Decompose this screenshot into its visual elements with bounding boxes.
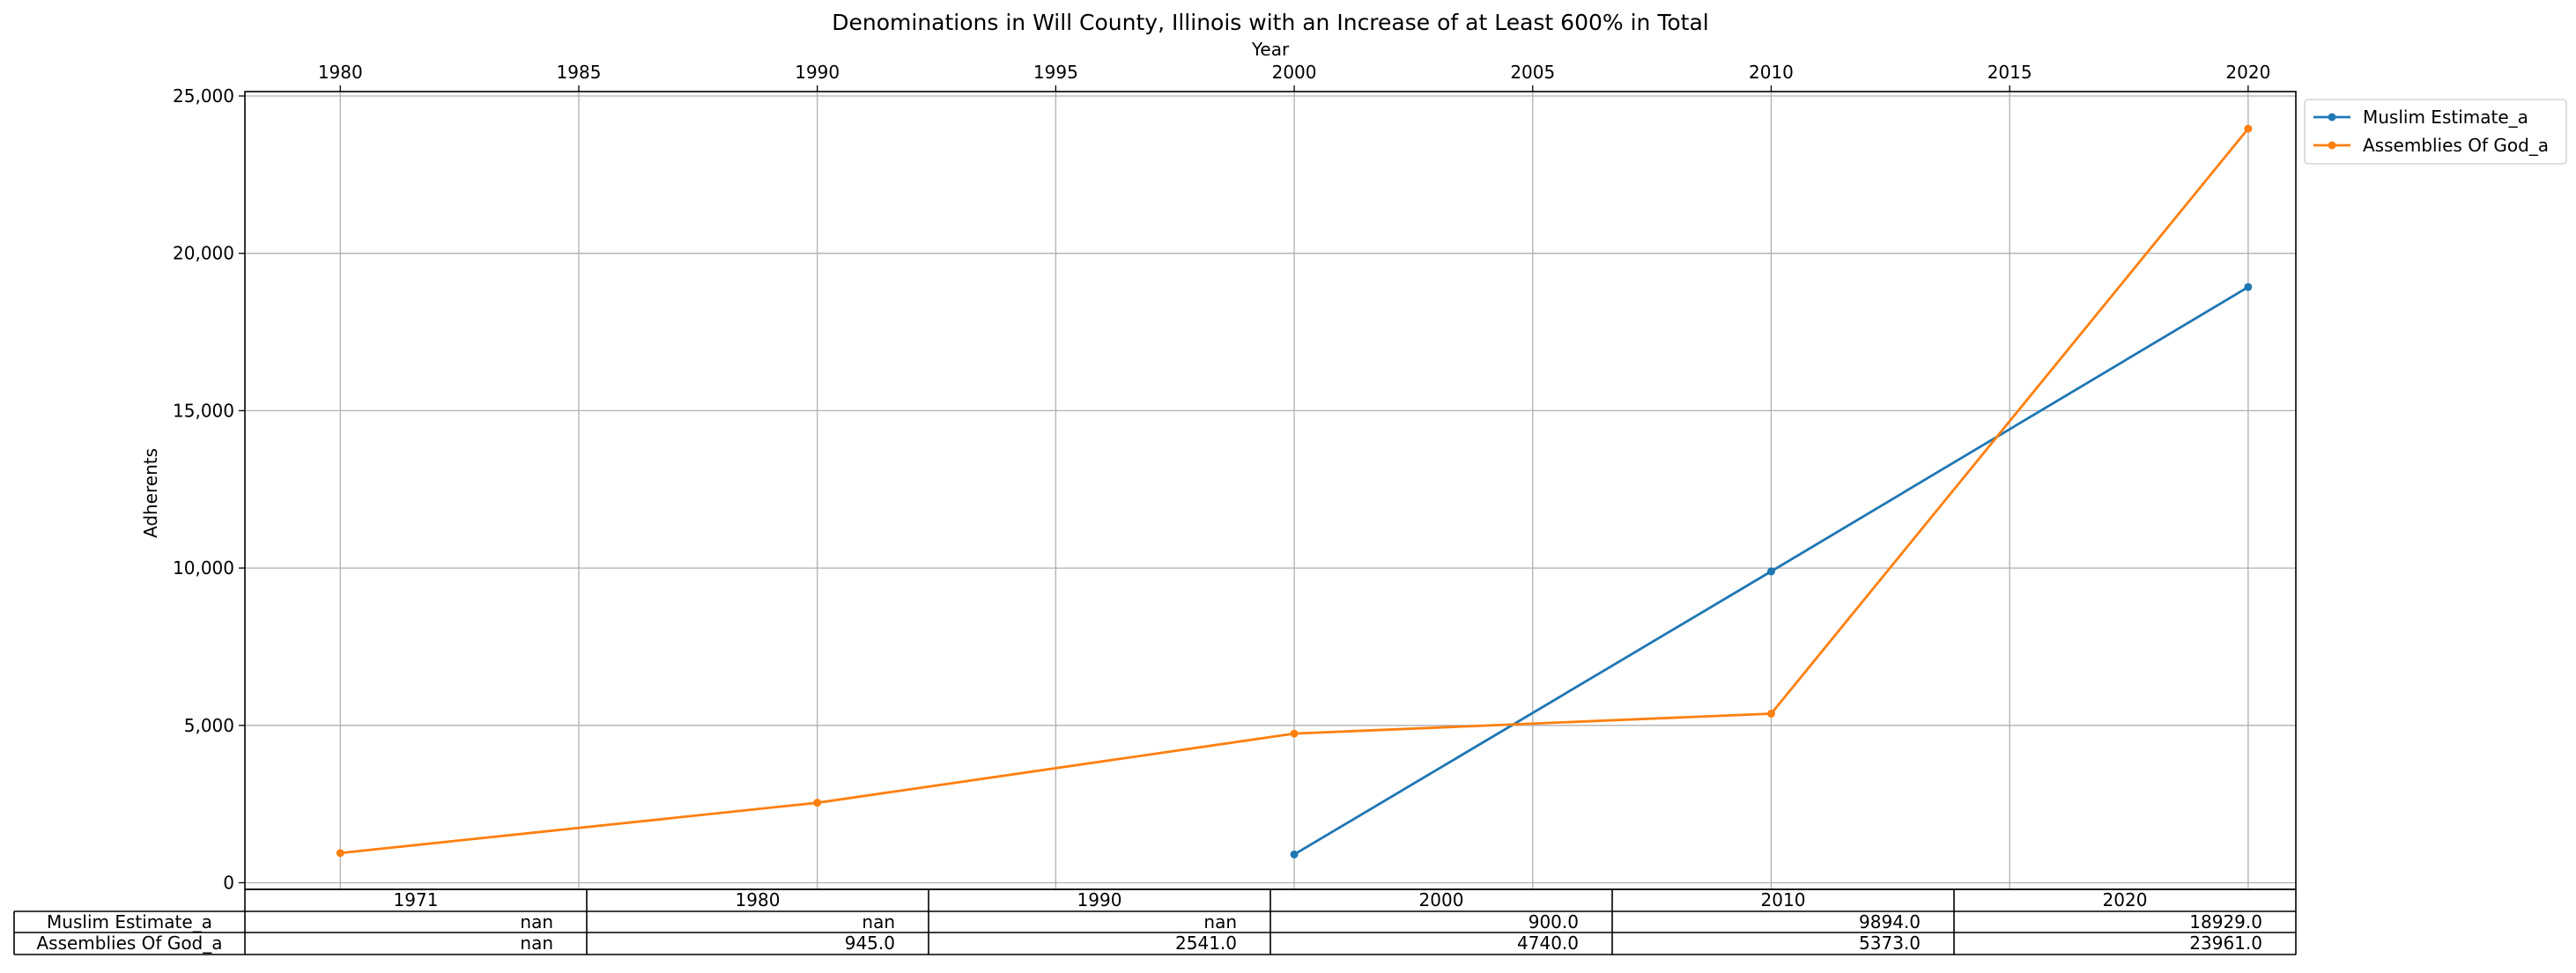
table-cell: 23961.0 (2189, 932, 2262, 954)
table-column-header: 2020 (2103, 889, 2148, 910)
legend-swatch-marker (2328, 113, 2336, 122)
table-cell: 945.0 (845, 932, 895, 954)
table-cell: nan (520, 932, 553, 954)
x-axis-label: Year (1251, 39, 1290, 60)
table-cell: 5373.0 (1859, 932, 1921, 954)
table-cell: nan (862, 911, 895, 932)
y-axis-label: Adherents (140, 448, 161, 538)
table-cell: nan (1203, 911, 1237, 932)
y-tick-label: 20,000 (173, 243, 234, 264)
legend: Muslim Estimate_a Assemblies Of God_a (2304, 99, 2567, 165)
x-tick-label: 1990 (795, 62, 840, 83)
data-point (1290, 850, 1299, 859)
data-point (813, 799, 822, 807)
x-tick-label: 2015 (1988, 62, 2032, 83)
data-point (336, 849, 344, 858)
x-tick-label: 1985 (557, 62, 602, 83)
data-point (1766, 567, 1775, 576)
data-point (1290, 729, 1299, 738)
table-column-header: 1971 (394, 889, 439, 910)
data-point (2244, 124, 2253, 133)
table-row-label: Assemblies Of God_a (36, 932, 222, 954)
table-cell: nan (520, 911, 553, 932)
y-tick-label: 0 (223, 873, 234, 894)
y-tick-label: 10,000 (173, 557, 234, 579)
legend-box (2304, 99, 2567, 165)
table-cell: 900.0 (1529, 911, 1579, 932)
plot-frame (244, 91, 2297, 890)
series-lines (336, 124, 2253, 859)
data-point (1766, 709, 1775, 718)
table-column-header: 1980 (736, 889, 781, 910)
x-tick-label: 1995 (1033, 62, 1078, 83)
grid-lines (245, 92, 2296, 889)
y-tick-label: 5,000 (184, 715, 234, 736)
table-row-label: Muslim Estimate_a (47, 911, 212, 932)
x-tick-label: 2010 (1749, 62, 1794, 83)
x-tick-label: 2005 (1510, 62, 1555, 83)
table-cell: 2541.0 (1175, 932, 1237, 954)
table-cell: 18929.0 (2189, 911, 2262, 932)
data-table: 1971 1980 1990 2000 2010 2020 Muslim Estimate_… (13, 888, 2297, 955)
y-tick-label: 25,000 (173, 85, 234, 107)
table-column-header: 2010 (1761, 889, 1806, 910)
x-tick-label: 1980 (318, 62, 363, 83)
table-cell: 4740.0 (1517, 932, 1579, 954)
legend-label: Assemblies Of God_a (2363, 135, 2549, 156)
table-column-header: 2000 (1419, 889, 1464, 910)
chart-title: Denominations in Will County, Illinois w… (832, 10, 1708, 35)
y-tick-label: 15,000 (173, 400, 234, 421)
x-tick-label: 2000 (1272, 62, 1317, 83)
table-cell: 9894.0 (1859, 911, 1921, 932)
data-point (2244, 283, 2253, 291)
axis-ticks: 1980 1985 1990 1995 2000 2005 2010 2015 2020 0 5,0… (173, 62, 2270, 894)
legend-swatch-marker (2328, 141, 2336, 150)
x-tick-label: 2020 (2225, 62, 2270, 83)
table-column-header: 1990 (1077, 889, 1122, 910)
legend-label: Muslim Estimate_a (2363, 107, 2528, 128)
